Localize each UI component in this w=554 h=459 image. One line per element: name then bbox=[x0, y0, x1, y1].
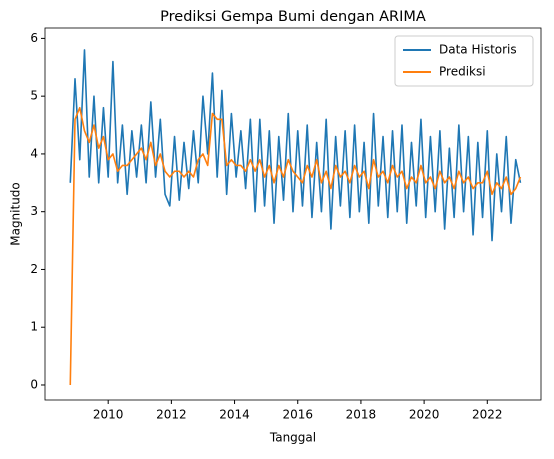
x-tick-label: 2010 bbox=[93, 408, 124, 422]
x-tick-label: 2022 bbox=[472, 408, 503, 422]
y-tick-label: 3 bbox=[30, 204, 38, 218]
y-tick-label: 5 bbox=[30, 89, 38, 103]
x-tick-label: 2018 bbox=[346, 408, 377, 422]
series-line bbox=[69, 106, 522, 385]
x-tick-label: 2020 bbox=[409, 408, 440, 422]
series-line bbox=[69, 49, 522, 242]
y-tick-label: 2 bbox=[30, 262, 38, 276]
y-tick-label: 0 bbox=[30, 377, 38, 391]
y-axis-label: Magnitudo bbox=[9, 182, 23, 246]
legend-label: Data Historis bbox=[439, 43, 517, 57]
x-axis-label: Tanggal bbox=[269, 431, 316, 445]
y-tick-label: 6 bbox=[30, 31, 38, 45]
x-tick-label: 2014 bbox=[219, 408, 250, 422]
y-tick-label: 1 bbox=[30, 320, 38, 334]
plot-frame bbox=[44, 27, 542, 401]
x-tick-label: 2012 bbox=[156, 408, 187, 422]
x-tick-label: 2016 bbox=[282, 408, 313, 422]
y-tick-label: 4 bbox=[30, 146, 38, 160]
legend-box bbox=[394, 35, 534, 87]
chart-title: Prediksi Gempa Bumi dengan ARIMA bbox=[160, 9, 426, 25]
legend-label: Prediksi bbox=[439, 65, 486, 79]
